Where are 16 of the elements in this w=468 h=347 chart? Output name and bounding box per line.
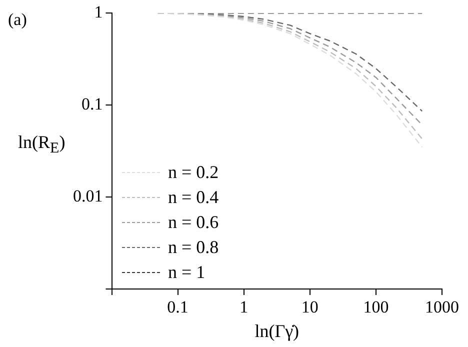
x-tick-label: 10 — [301, 298, 318, 317]
x-tick-label: 1 — [240, 298, 248, 317]
legend-label: n = 0.2 — [168, 161, 219, 184]
legend-label: n = 0.6 — [168, 211, 219, 234]
text: (a) — [8, 10, 27, 30]
x-axis-title: ln(Γγ̇) — [254, 320, 300, 341]
y-tick-label: 1 — [94, 2, 103, 22]
legend-label: n = 0.4 — [168, 186, 219, 209]
legend-label: n = 0.8 — [168, 236, 219, 259]
y-axis-title: ln(R$_{E}$) — [18, 132, 66, 158]
x-tick-label: 0.1 — [167, 298, 188, 317]
x-tick-label: 100 — [363, 298, 389, 317]
x-tick-label: 1000 — [425, 298, 459, 317]
y-tick-label: 0.01 — [73, 186, 103, 206]
legend-label: n = 1 — [168, 261, 206, 284]
y-tick-label: 0.1 — [82, 94, 103, 114]
